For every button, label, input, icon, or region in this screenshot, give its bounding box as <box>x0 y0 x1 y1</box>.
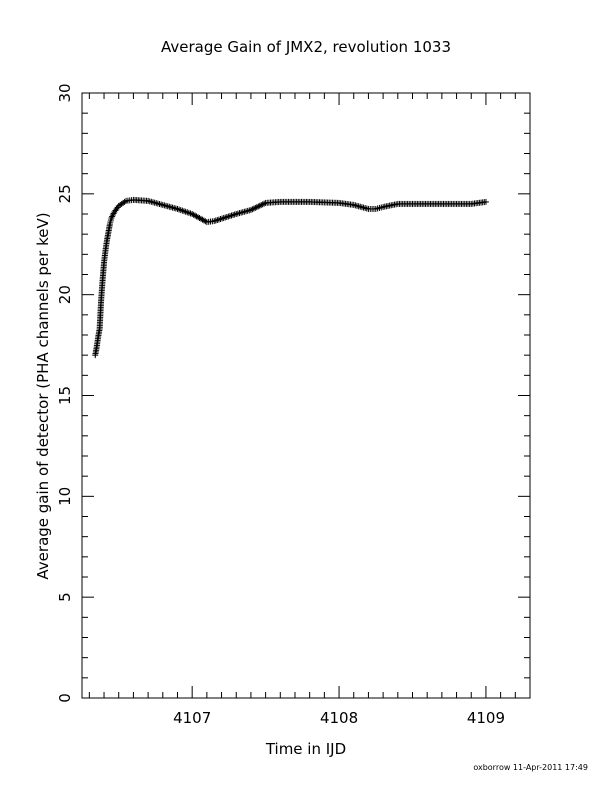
data-marker <box>94 335 101 342</box>
y-tick-label: 0 <box>56 693 74 703</box>
data-marker <box>106 222 113 229</box>
data-marker <box>120 199 127 206</box>
data-marker <box>255 203 262 210</box>
y-axis: 0 5 10 15 20 25 30 <box>56 83 530 703</box>
data-marker <box>202 218 209 225</box>
data-marker <box>246 207 253 214</box>
data-marker <box>252 204 259 211</box>
data-marker <box>228 212 235 219</box>
data-marker <box>93 345 100 352</box>
data-marker <box>114 204 121 211</box>
data-marker <box>226 213 233 220</box>
data-marker <box>212 217 219 224</box>
data-marker <box>214 217 221 224</box>
data-marker <box>200 217 207 224</box>
data-marker <box>121 198 128 205</box>
data-marker <box>215 216 222 223</box>
data-marker <box>259 201 266 208</box>
footer-stamp: oxborrow 11-Apr-2011 17:49 <box>473 763 588 772</box>
data-marker <box>110 210 117 217</box>
data-marker <box>209 218 216 225</box>
data-marker <box>250 205 257 212</box>
data-marker <box>172 205 179 212</box>
data-marker <box>481 199 488 206</box>
data-marker <box>217 216 224 223</box>
data-marker <box>261 200 268 207</box>
data-marker <box>219 215 226 222</box>
chart-title: Average Gain of JMX2, revolution 1033 <box>161 38 451 56</box>
data-marker <box>225 213 232 220</box>
data-marker <box>256 202 263 209</box>
data-marker <box>230 212 237 219</box>
plot-border <box>81 92 531 699</box>
y-tick-label: 10 <box>56 487 74 506</box>
data-marker <box>105 230 112 237</box>
data-marker <box>223 214 230 221</box>
plot-frame <box>81 92 531 699</box>
y-tick-label: 5 <box>56 592 74 602</box>
data-marker <box>349 201 356 208</box>
data-marker <box>187 210 194 217</box>
y-tick-label: 25 <box>56 184 74 203</box>
data-marker <box>253 204 260 211</box>
x-tick-label: 4109 <box>467 709 505 727</box>
data-marker <box>143 197 150 204</box>
data-marker <box>249 206 256 213</box>
x-tick-label: 4108 <box>320 709 358 727</box>
data-marker <box>258 202 265 209</box>
data-marker <box>220 215 227 222</box>
data-series <box>92 196 489 359</box>
y-tick-label: 20 <box>56 285 74 304</box>
data-marker <box>103 238 110 245</box>
y-tick-label: 30 <box>56 83 74 102</box>
data-marker <box>158 201 165 208</box>
data-marker <box>231 211 238 218</box>
y-axis-label: Average gain of detector (PHA channels p… <box>34 212 52 579</box>
data-marker <box>378 204 385 211</box>
x-tick-label: 4107 <box>173 709 211 727</box>
data-marker <box>107 217 114 224</box>
x-axis: 4107 4108 4109 <box>88 93 531 727</box>
data-marker <box>370 205 377 212</box>
data-marker <box>222 214 229 221</box>
y-tick-label: 15 <box>56 386 74 405</box>
x-axis-label: Time in IJD <box>265 740 346 758</box>
